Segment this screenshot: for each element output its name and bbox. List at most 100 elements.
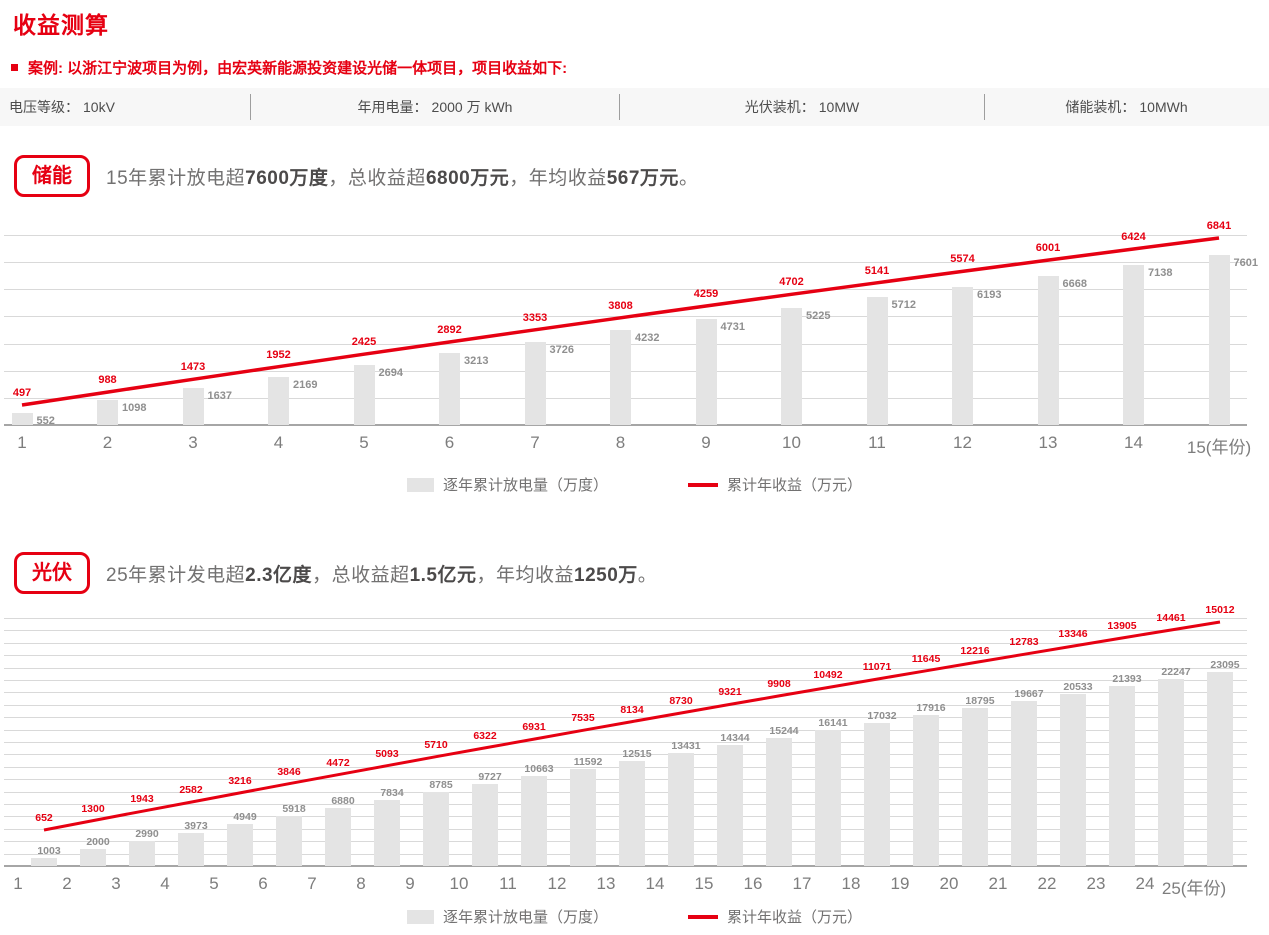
x-tick-label: 3 (111, 874, 121, 893)
x-tick-label: 20 (939, 874, 959, 893)
legend-bar-swatch-icon (406, 909, 434, 924)
x-axis-line (4, 424, 1247, 426)
bar-value-label: 14344 (720, 732, 750, 745)
x-tick-label: 6 (444, 433, 455, 452)
x-tick-label: 2 (102, 433, 113, 452)
x-axis-line (4, 865, 1247, 867)
legend-label: 累计年收益（万元） (727, 477, 863, 494)
bar (11, 412, 33, 425)
param-0: 电压等级： 10kV (0, 88, 250, 126)
x-tick-label: 12 (953, 433, 972, 452)
line-value-label: 497 (12, 386, 32, 399)
x-tick-label: 19 (890, 874, 910, 893)
line-value-label: 7535 (571, 712, 595, 725)
bar (1208, 255, 1230, 425)
pv-headline: 25年累计发电超2.3亿度，总收益超1.5亿元，年均收益1250万。 (106, 560, 657, 587)
bar-value-label: 12515 (622, 747, 652, 760)
bar (1109, 686, 1135, 866)
grid-line (4, 235, 1247, 236)
line-value-label: 6841 (1206, 220, 1232, 233)
line-value-label: 11071 (862, 661, 892, 674)
grid-line (4, 729, 1247, 731)
bar (524, 341, 546, 425)
bar (423, 792, 449, 866)
bar (864, 722, 890, 866)
x-tick-label: 15 (694, 874, 714, 893)
bar (353, 364, 375, 425)
param-3: 储能装机： 10MWh (985, 88, 1268, 126)
case-note: 案例: 以浙江宁波项目为例，由宏英新能源投资建设光储一体项目，项目收益如下: (11, 57, 567, 78)
line-value-label: 6322 (473, 729, 497, 742)
x-tick-label: 3 (188, 433, 198, 452)
bar-value-label: 5225 (806, 310, 831, 323)
bar (619, 760, 645, 866)
x-tick-label: 5 (209, 874, 219, 893)
bar-value-label: 10663 (524, 763, 554, 776)
pv-section-header: 光伏 25年累计发电超2.3亿度，总收益超1.5亿元，年均收益1250万。 (14, 552, 657, 594)
bullet-square-icon (11, 64, 18, 71)
headline-segment: ，总收益超 (312, 564, 410, 586)
revenue-line (21, 236, 1220, 407)
param-label: 电压等级： (9, 99, 79, 115)
bar (781, 308, 802, 425)
line-value-label: 2425 (351, 336, 377, 349)
bar-value-label: 7601 (1233, 257, 1258, 270)
bar-value-label: 3726 (549, 343, 574, 356)
line-value-label: 9908 (767, 677, 791, 690)
bar (1207, 671, 1233, 866)
page-title: 收益测算 (13, 12, 109, 38)
storage-chart: 552 497 1 1098 988 2 1637 1473 3 2169 1952 4 2694 242… (0, 220, 1269, 457)
bar-value-label: 5918 (282, 803, 306, 816)
grid-line (4, 692, 1247, 694)
x-tick-label: 8 (356, 874, 366, 893)
x-tick-label: 21 (988, 874, 1008, 893)
legend-line-swatch-icon (688, 914, 718, 919)
param-value: 10MW (818, 99, 860, 115)
headline-segment: 567万元 (606, 167, 679, 189)
x-tick-label: 5 (359, 433, 369, 452)
bar-value-label: 6668 (1062, 277, 1087, 290)
line-value-label: 2892 (437, 323, 462, 336)
x-tick-label: 9 (405, 874, 415, 893)
line-value-label: 5574 (950, 253, 975, 266)
project-params-bar: 电压等级： 10kV 年用电量： 2000 万 kWh 光伏装机： 10MW 储能装机： 10… (0, 88, 1269, 126)
bar (717, 745, 743, 866)
revenue-line (43, 620, 1221, 832)
param-value: 10MWh (1139, 99, 1188, 115)
param-value: 2000 万 kWh (431, 99, 513, 115)
bar-value-label: 13431 (671, 740, 701, 753)
line-value-label: 14461 (1156, 612, 1186, 624)
bar (31, 857, 57, 866)
line-value-label: 3353 (522, 311, 548, 324)
line-value-label: 3808 (608, 299, 633, 312)
param-divider (984, 94, 985, 120)
legend-label: 累计年收益（万元） (727, 909, 863, 926)
grid-line (4, 754, 1247, 756)
line-value-label: 1300 (81, 802, 105, 815)
bar (962, 708, 988, 866)
bar (1037, 275, 1059, 425)
bar-value-label: 4232 (635, 332, 660, 345)
legend-entry: 逐年累计放电量（万度） (406, 906, 608, 927)
line-value-label: 3216 (228, 774, 252, 787)
grid-line (4, 655, 1247, 657)
param-divider (619, 94, 620, 120)
line-value-label: 6424 (1121, 230, 1146, 243)
bar (866, 297, 888, 425)
grid-line (4, 680, 1247, 681)
headline-segment: 。 (637, 564, 658, 586)
headline-segment: ，总收益超 (328, 167, 426, 189)
line-value-label: 5141 (864, 264, 890, 277)
bar (695, 319, 717, 425)
x-tick-label: 10 (449, 874, 469, 893)
bar-value-label: 11592 (573, 755, 603, 768)
headline-segment: 6800万元 (425, 167, 510, 189)
x-tick-label: 24 (1135, 874, 1155, 893)
bar (521, 776, 547, 866)
bar-value-label: 8785 (429, 779, 453, 792)
grid-line (4, 667, 1247, 669)
x-tick-label: 13 (1038, 433, 1058, 452)
line-value-label: 3846 (277, 765, 301, 778)
bar-value-label: 17916 (916, 702, 946, 715)
bar-value-label: 4949 (233, 811, 257, 824)
